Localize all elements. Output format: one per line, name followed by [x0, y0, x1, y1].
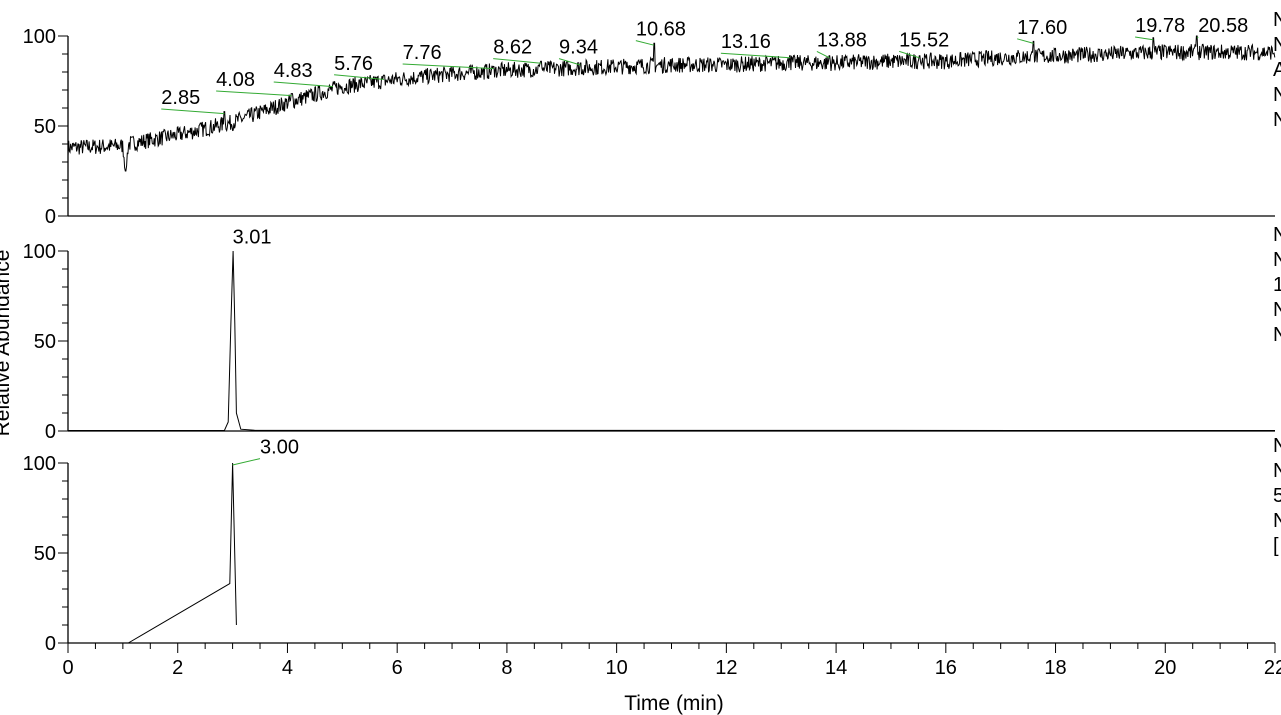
x-tick-label: 16: [935, 657, 957, 679]
peak-label: 8.62: [493, 37, 532, 59]
y-tick-label: 50: [34, 116, 56, 138]
peak-connector: [216, 90, 292, 97]
peak-label: 5.76: [334, 53, 373, 75]
x-tick-label: 12: [715, 657, 737, 679]
right-edge-clip: N N A N N N N 1 N N N N 5 N[: [1269, 0, 1281, 715]
peak-connector: [720, 52, 791, 59]
x-tick-label: 14: [825, 657, 847, 679]
labels-layer: 2.85 4.08 4.83 5.76 7.76 8.62 9.34 10.68 13.16 13…: [161, 15, 1248, 466]
peak-connector: [635, 40, 655, 46]
peak-connector: [273, 81, 334, 88]
peak-connector: [402, 63, 494, 70]
right-annotation-fragment: N: [1273, 224, 1281, 246]
right-annotation-fragment: N: [1273, 299, 1281, 321]
right-annotation-fragment: A: [1273, 59, 1281, 81]
peak-label: 3.01: [233, 226, 272, 248]
x-tick-label: 2: [172, 657, 183, 679]
peak-label: 19.78: [1135, 15, 1185, 37]
right-annotation-fragment: 5: [1273, 485, 1281, 507]
y-tick-label: 0: [45, 206, 56, 228]
peak-connector: [899, 50, 920, 59]
right-annotation-fragment: N: [1273, 510, 1281, 532]
peak-label: 13.16: [721, 31, 771, 53]
peak-label: 20.58: [1198, 15, 1248, 37]
traces-layer: [67, 35, 1276, 644]
peak-label: 17.60: [1017, 17, 1067, 39]
right-annotation-fragment: N: [1273, 9, 1281, 31]
right-annotation-fragment: N: [1273, 460, 1281, 482]
y-tick-label: 0: [45, 421, 56, 443]
x-tick-label: 20: [1154, 657, 1176, 679]
peak-connector: [493, 58, 541, 64]
peak-label: 13.88: [817, 29, 867, 51]
right-annotation-fragment: N: [1273, 249, 1281, 271]
right-annotation-fragment: N: [1273, 109, 1281, 131]
y-axis-label: Relative Abundance: [0, 250, 14, 437]
right-annotation-fragment: 1: [1273, 274, 1281, 296]
peak-connector: [816, 50, 830, 59]
x-tick-label: 4: [282, 657, 293, 679]
peak-label: 9.34: [559, 37, 598, 59]
peak-label: 4.08: [216, 69, 255, 91]
trace-line: [68, 250, 1276, 431]
x-tick-label: 8: [501, 657, 512, 679]
x-tick-label: 10: [606, 657, 628, 679]
peak-connector: [558, 58, 581, 66]
peak-label: 3.00: [260, 437, 299, 459]
right-annotation-fragment: N: [1273, 435, 1281, 457]
peak-label: 7.76: [403, 42, 442, 64]
x-tick-label: 22: [1264, 657, 1281, 679]
peak-connector: [334, 74, 385, 80]
peak-connector: [1017, 38, 1034, 44]
trace-line: [128, 462, 237, 644]
right-annotation-fragment: [: [1273, 535, 1279, 557]
y-tick-label: 100: [23, 241, 56, 263]
y-tick-label: 0: [45, 633, 56, 655]
x-tick-label: 6: [392, 657, 403, 679]
peak-connector: [1135, 36, 1154, 41]
peak-label: 2.85: [161, 87, 200, 109]
x-tick-label: 0: [62, 657, 73, 679]
x-axis-label: Time (min): [624, 692, 724, 715]
peak-label: 4.83: [274, 60, 313, 82]
axes-layer: 0 50 100 0 50 100 0 50 100 0 2 4 6 8 10 12 14 16 18 20 22: [23, 26, 1281, 679]
x-tick-label: 18: [1044, 657, 1066, 679]
y-tick-label: 100: [23, 26, 56, 48]
y-tick-label: 100: [23, 453, 56, 475]
y-tick-label: 50: [34, 543, 56, 565]
peak-label: 10.68: [636, 19, 686, 41]
peak-connector: [1196, 36, 1199, 39]
right-annotation-fragment: N: [1273, 84, 1281, 106]
y-tick-label: 50: [34, 331, 56, 353]
peak-label: 15.52: [899, 29, 949, 51]
peak-connector: [232, 458, 261, 466]
trace-line: [67, 35, 1276, 172]
peak-connector: [161, 108, 225, 115]
right-annotation-fragment: N: [1273, 324, 1281, 346]
right-annotation-fragment: N: [1273, 34, 1281, 56]
